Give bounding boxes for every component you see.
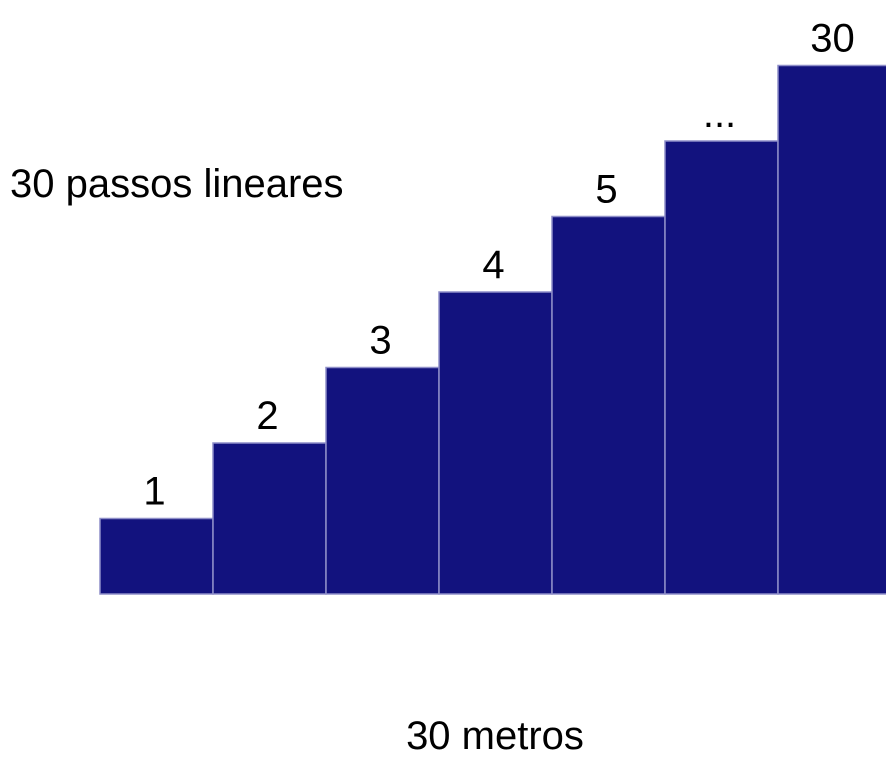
step-label-1: 1 (143, 470, 165, 514)
step-label-5: 5 (595, 168, 617, 212)
step-block-7 (777, 64, 886, 595)
step-label-6: ... (703, 92, 736, 136)
step-block-2 (212, 442, 327, 595)
step-label-3: 3 (369, 319, 391, 363)
step-block-4 (438, 291, 553, 595)
diagram-footer: 30 metros (406, 714, 584, 758)
step-label-7: 30 (810, 17, 855, 61)
step-label-2: 2 (256, 394, 278, 438)
step-label-4: 4 (482, 243, 504, 287)
step-block-3 (325, 366, 440, 595)
step-block-6 (664, 140, 779, 595)
diagram-title: 30 passos lineares (10, 162, 344, 206)
step-block-5 (551, 215, 666, 595)
step-block-1 (99, 517, 214, 595)
